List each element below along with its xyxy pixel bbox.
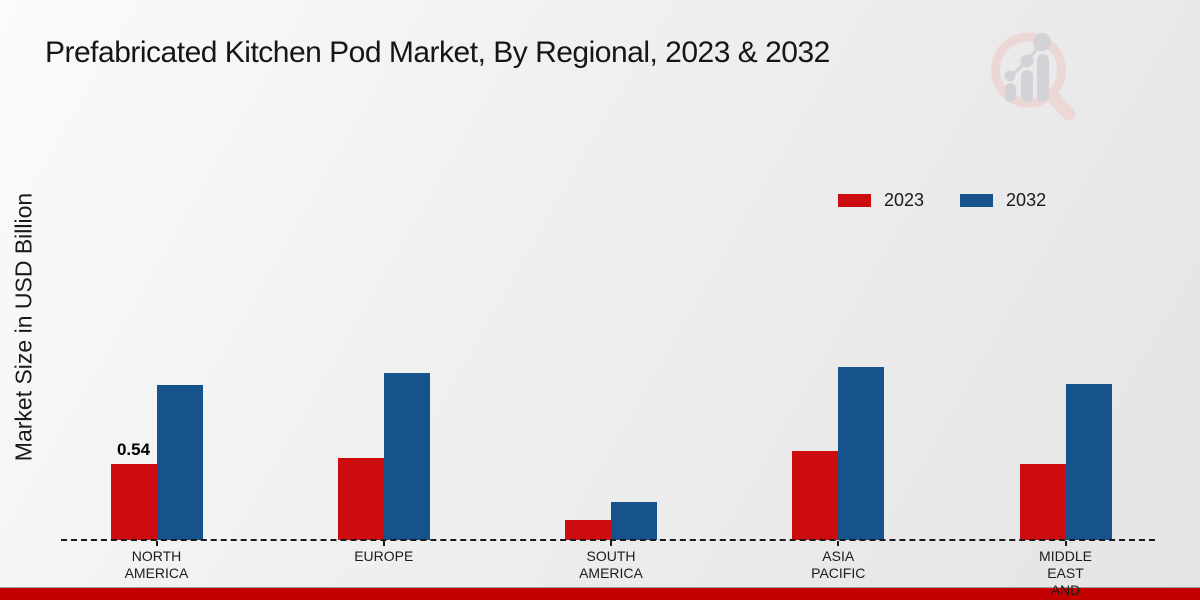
bar-2023-south-america xyxy=(565,520,611,540)
bar-2023-middle-east-and xyxy=(1019,464,1066,540)
chart-title: Prefabricated Kitchen Pod Market, By Reg… xyxy=(45,36,830,69)
bar-value-label: 0.54 xyxy=(116,440,151,460)
legend-item-2023: 2023 xyxy=(838,190,924,211)
legend-label-2023: 2023 xyxy=(884,190,925,210)
legend-item-2032: 2032 xyxy=(960,190,1046,211)
x-axis-tick xyxy=(610,541,612,546)
legend-swatch-2032 xyxy=(960,194,994,207)
x-axis-tick xyxy=(382,541,385,546)
bar-2032-south-america xyxy=(611,502,657,540)
bar-2032-north-america xyxy=(156,385,203,540)
bar-2023-asia-pacific xyxy=(792,451,839,540)
bar-2032-europe xyxy=(383,373,430,540)
x-axis-label-north-america: NORTH AMERICA xyxy=(124,548,189,581)
bar-chart-magnifier-watermark-icon xyxy=(991,32,1076,121)
footer-band xyxy=(0,587,1200,600)
x-axis-baseline xyxy=(61,539,1155,541)
bar-2023-north-america xyxy=(110,464,157,540)
bar-2032-asia-pacific xyxy=(838,367,885,540)
x-axis-tick xyxy=(155,541,158,546)
x-axis-label-middle-east-and: MIDDLE EAST AND xyxy=(1039,548,1092,598)
x-axis-tick xyxy=(837,541,840,546)
legend: 2023 2032 xyxy=(838,190,1046,211)
x-axis-tick xyxy=(1064,541,1067,546)
bar-2023-europe xyxy=(337,458,384,540)
y-axis-label: Market Size in USD Billion xyxy=(10,192,37,462)
legend-label-2032: 2032 xyxy=(1006,190,1047,210)
bar-2032-middle-east-and xyxy=(1065,384,1112,540)
x-axis-label-asia-pacific: ASIA PACIFIC xyxy=(811,548,866,581)
x-axis-label-europe: EUROPE xyxy=(354,548,414,564)
legend-swatch-2023 xyxy=(838,194,871,207)
x-axis-label-south-america: SOUTH AMERICA xyxy=(579,548,643,581)
